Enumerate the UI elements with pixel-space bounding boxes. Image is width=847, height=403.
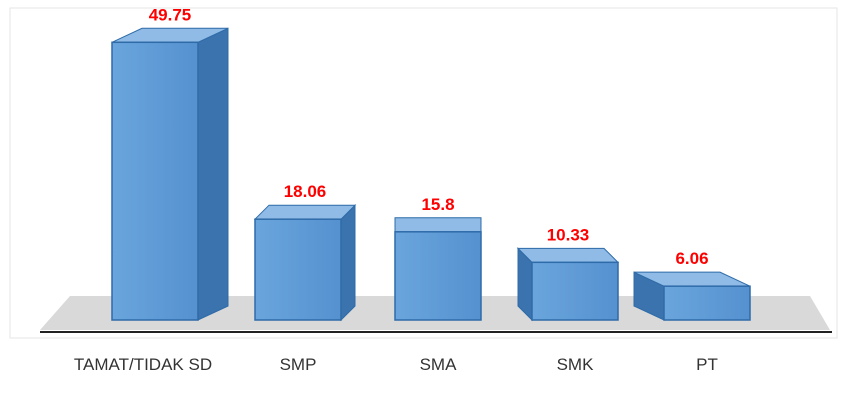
data-label: 49.75 xyxy=(149,5,192,24)
data-label: 15.8 xyxy=(421,195,454,214)
x-tick-label: SMA xyxy=(419,355,457,374)
bar-side xyxy=(197,27,229,321)
x-tick-label: TAMAT/TIDAK SD xyxy=(73,355,213,374)
bar xyxy=(531,261,619,321)
x-tick-label: SMP xyxy=(279,355,317,374)
bar-side xyxy=(340,203,356,322)
x-tick-label: PT xyxy=(696,355,718,374)
bar-top xyxy=(394,217,482,233)
data-label: 6.06 xyxy=(675,249,708,268)
bar xyxy=(111,41,199,321)
bar-top xyxy=(253,204,357,220)
bar xyxy=(663,285,751,321)
bar-top xyxy=(516,247,620,263)
plot-frame xyxy=(9,7,838,339)
bar xyxy=(254,218,342,321)
x-tick-label: SMK xyxy=(556,355,594,374)
bar xyxy=(394,231,482,321)
data-label: 18.06 xyxy=(284,182,327,201)
data-label: 10.33 xyxy=(547,225,590,244)
